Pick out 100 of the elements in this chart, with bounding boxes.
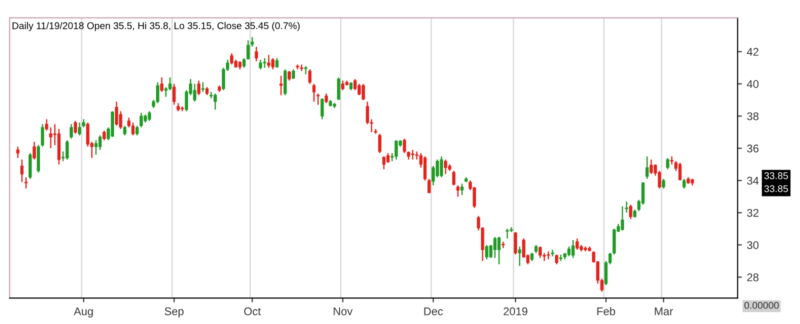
- candlestick: [358, 83, 361, 96]
- candlestick: [292, 68, 295, 80]
- candlestick: [168, 76, 172, 91]
- y-tick-label: 30: [747, 241, 759, 250]
- candlestick: [440, 156, 444, 178]
- candlestick: [452, 170, 456, 186]
- candlestick: [164, 86, 168, 98]
- candlestick: [497, 236, 501, 265]
- candlestick: [555, 254, 558, 265]
- candlestick: [678, 162, 682, 182]
- candlestick: [316, 92, 320, 106]
- candlestick: [320, 98, 324, 120]
- candlestick: [32, 141, 36, 160]
- candlestick: [102, 130, 106, 141]
- candlestick: [258, 59, 262, 70]
- y-tick-label: 28: [747, 273, 759, 282]
- candlestick: [288, 70, 291, 82]
- x-tick-label: Mar: [654, 308, 673, 316]
- candlestick: [394, 140, 398, 160]
- candlestick: [123, 125, 126, 136]
- candlestick: [506, 228, 509, 240]
- candlestick: [156, 82, 160, 104]
- candlestick: [518, 246, 522, 266]
- candlestick: [386, 152, 390, 164]
- candlestick: [456, 184, 460, 198]
- candlestick: [70, 124, 73, 140]
- x-tick-label: Aug: [74, 308, 93, 318]
- candlestick: [559, 254, 562, 262]
- candlestick: [279, 75, 283, 96]
- candlestick: [485, 244, 488, 260]
- candlestick: [160, 76, 164, 93]
- text: 33.85: [764, 172, 788, 180]
- candlestick: [612, 228, 616, 256]
- candlestick: [284, 68, 287, 96]
- candlestick: [514, 231, 518, 256]
- candlestick: [366, 100, 370, 125]
- candlestick: [576, 238, 579, 250]
- candlestick: [629, 204, 632, 220]
- candlestick: [650, 158, 653, 175]
- x-tick-label: Feb: [597, 307, 616, 316]
- text: 0.00000: [744, 302, 779, 309]
- candlestick: [423, 156, 427, 182]
- candlestick: [242, 57, 246, 68]
- candlestick: [308, 68, 312, 84]
- candlestick: [428, 178, 431, 194]
- candlestick: [353, 78, 357, 91]
- candlestick: [94, 140, 98, 156]
- candlestick: [337, 76, 340, 101]
- candlestick: [571, 239, 575, 258]
- candlestick: [378, 133, 382, 154]
- candlestick: [502, 241, 505, 249]
- candlestick: [382, 156, 386, 170]
- candlestick: [66, 140, 69, 160]
- y-tick-label: 32: [747, 208, 758, 217]
- candlestick: [341, 80, 344, 91]
- candlestick: [78, 122, 82, 136]
- candlestick: [275, 57, 279, 68]
- candlestick: [646, 156, 649, 180]
- x-tick-label: Oct: [244, 307, 261, 316]
- x-tick-label: Dec: [424, 308, 443, 316]
- candlestick: [666, 157, 670, 170]
- candlestick: [670, 156, 674, 166]
- candlestick: [402, 138, 406, 154]
- candlestick: [246, 40, 250, 60]
- candlestick: [620, 206, 624, 232]
- candlestick: [20, 158, 24, 183]
- candlestick: [28, 152, 32, 180]
- x-tick-label: 2019: [504, 307, 528, 316]
- candlestick: [114, 100, 118, 126]
- candlestick: [98, 134, 102, 151]
- candlestick: [460, 183, 464, 196]
- candlestick: [312, 83, 316, 102]
- candlestick: [172, 83, 176, 106]
- y-tick-label: 36: [747, 144, 758, 152]
- x-tick-label: Sep: [164, 307, 184, 318]
- candlestick: [567, 246, 571, 257]
- candlestick: [214, 92, 217, 110]
- candlestick: [16, 146, 20, 159]
- candlestick: [40, 124, 44, 148]
- candlestick: [201, 82, 205, 93]
- candlestick: [197, 80, 200, 96]
- candlestick: [538, 246, 542, 258]
- candlestick: [210, 91, 213, 99]
- candlestick: [444, 158, 448, 175]
- candlestick: [119, 110, 122, 130]
- candlestick: [131, 122, 135, 136]
- y-tick-label: 34: [747, 176, 759, 185]
- chart-title: Daily 11/19/2018 Open 35.5, Hi 35.8, Lo 35.15, Close 35.45 (0.7%): [12, 22, 300, 32]
- candlestick: [304, 66, 308, 75]
- text: 33.85: [764, 185, 788, 192]
- candlestick: [415, 150, 418, 160]
- y-tick-label: 38: [747, 112, 759, 120]
- candlestick: [493, 236, 497, 258]
- candlestick: [624, 200, 628, 214]
- candlestick: [324, 92, 328, 104]
- candlestick: [267, 54, 270, 68]
- y-tick-label: 40: [746, 80, 759, 88]
- candlestick: [140, 112, 143, 128]
- candlestick: [662, 178, 666, 190]
- candlestick: [49, 126, 52, 149]
